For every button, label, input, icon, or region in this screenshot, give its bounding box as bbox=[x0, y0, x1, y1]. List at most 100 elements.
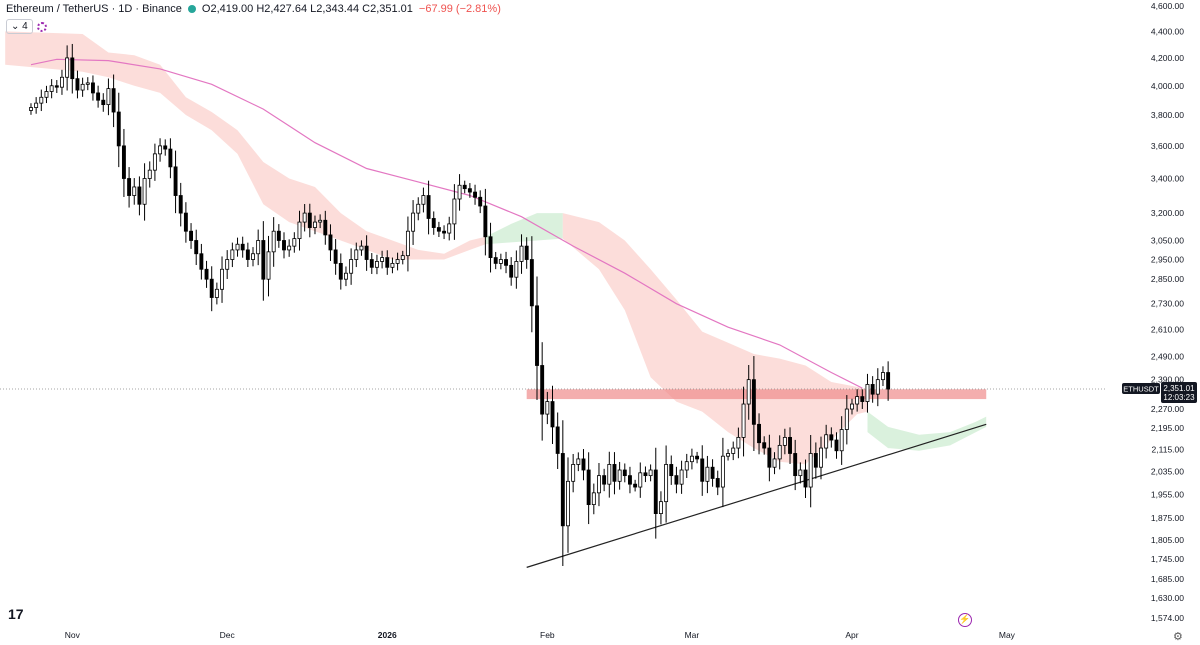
candle bbox=[101, 99, 106, 106]
candle bbox=[199, 253, 204, 270]
candle bbox=[380, 257, 385, 262]
y-tick-label: 2,610.00 bbox=[1151, 324, 1184, 334]
ohlc-values: O2,419.00 H2,427.64 L2,343.44 C2,351.01 bbox=[201, 3, 413, 15]
symbol-label[interactable]: Ethereum / TetherUS · 1D · Binance bbox=[6, 3, 182, 15]
candle bbox=[633, 483, 638, 488]
candle bbox=[152, 153, 157, 171]
candle bbox=[374, 261, 379, 268]
candle bbox=[653, 469, 658, 514]
candle bbox=[715, 478, 720, 488]
price-tag bbox=[1161, 382, 1197, 404]
candle bbox=[498, 259, 503, 264]
candle bbox=[870, 384, 875, 395]
candle bbox=[344, 272, 348, 280]
candle bbox=[875, 379, 880, 395]
candle bbox=[338, 262, 343, 280]
candle bbox=[34, 102, 39, 108]
candle bbox=[560, 453, 565, 527]
candle bbox=[106, 88, 111, 106]
candle bbox=[509, 264, 514, 278]
candle bbox=[710, 466, 715, 479]
x-tick-label: 2026 bbox=[378, 630, 397, 640]
candle bbox=[121, 145, 126, 179]
candle bbox=[844, 408, 849, 430]
candle bbox=[834, 439, 839, 452]
candle bbox=[741, 403, 746, 438]
candle bbox=[70, 57, 75, 80]
candle bbox=[782, 436, 787, 446]
candle bbox=[354, 249, 359, 260]
candle bbox=[581, 458, 586, 471]
candle bbox=[793, 453, 798, 477]
candle bbox=[214, 288, 219, 298]
candle bbox=[442, 230, 447, 234]
lightning-icon[interactable]: ⚡ bbox=[958, 613, 972, 627]
candle bbox=[473, 191, 477, 198]
candle bbox=[751, 379, 756, 425]
candle bbox=[220, 268, 224, 290]
candle bbox=[493, 257, 498, 264]
y-tick-label: 4,600.00 bbox=[1151, 1, 1184, 11]
y-tick-label: 2,270.00 bbox=[1151, 404, 1184, 414]
candle bbox=[271, 230, 276, 253]
candle bbox=[127, 178, 132, 196]
candle bbox=[839, 429, 844, 452]
candle bbox=[276, 230, 281, 241]
indicators-toggle-button[interactable]: ⌄ 4 bbox=[6, 19, 33, 34]
candle bbox=[194, 240, 199, 255]
candle bbox=[638, 472, 643, 488]
candle bbox=[700, 458, 705, 482]
candle bbox=[829, 434, 834, 441]
candle bbox=[416, 203, 421, 214]
candle bbox=[364, 245, 369, 260]
candle bbox=[612, 464, 617, 482]
candle bbox=[390, 262, 395, 268]
x-tick-label: Mar bbox=[685, 630, 700, 640]
support-trendline bbox=[526, 423, 987, 568]
candle bbox=[163, 145, 168, 150]
candle bbox=[689, 455, 694, 463]
settings-gear-icon[interactable]: ⚙ bbox=[1173, 631, 1183, 643]
candle bbox=[803, 469, 808, 488]
candle bbox=[648, 469, 653, 477]
candle bbox=[850, 403, 854, 410]
candle bbox=[669, 464, 674, 477]
candle bbox=[602, 475, 607, 485]
candle bbox=[576, 458, 581, 465]
candle bbox=[318, 219, 323, 223]
candle bbox=[720, 455, 725, 488]
resistance-zone bbox=[526, 389, 987, 400]
candle bbox=[529, 259, 534, 307]
candle bbox=[307, 212, 312, 228]
candle bbox=[183, 212, 188, 232]
candle bbox=[726, 453, 731, 457]
ichimoku-cloud-bear-2 bbox=[562, 213, 868, 465]
candle bbox=[313, 221, 317, 228]
candle bbox=[116, 111, 121, 147]
candle bbox=[251, 253, 255, 260]
indicator-settings-icon[interactable] bbox=[36, 21, 47, 32]
candle bbox=[421, 195, 426, 205]
candle bbox=[80, 83, 85, 91]
candle bbox=[142, 178, 147, 205]
y-tick-label: 2,195.00 bbox=[1151, 423, 1184, 433]
y-tick-label: 1,685.00 bbox=[1151, 574, 1184, 584]
indicator-toolbar: ⌄ 4 bbox=[6, 19, 47, 34]
moving-average-line bbox=[30, 58, 863, 389]
candle bbox=[230, 249, 235, 260]
candle bbox=[504, 259, 508, 266]
candle bbox=[519, 245, 524, 262]
candle bbox=[813, 453, 818, 468]
candle bbox=[39, 96, 44, 104]
candle bbox=[736, 436, 741, 449]
candle bbox=[385, 257, 390, 268]
candle bbox=[684, 461, 689, 471]
candle bbox=[767, 447, 772, 468]
candle bbox=[44, 91, 49, 98]
candle bbox=[886, 372, 891, 390]
candle bbox=[628, 475, 632, 485]
candle bbox=[452, 198, 457, 225]
candle bbox=[132, 186, 137, 196]
candle bbox=[658, 501, 663, 514]
